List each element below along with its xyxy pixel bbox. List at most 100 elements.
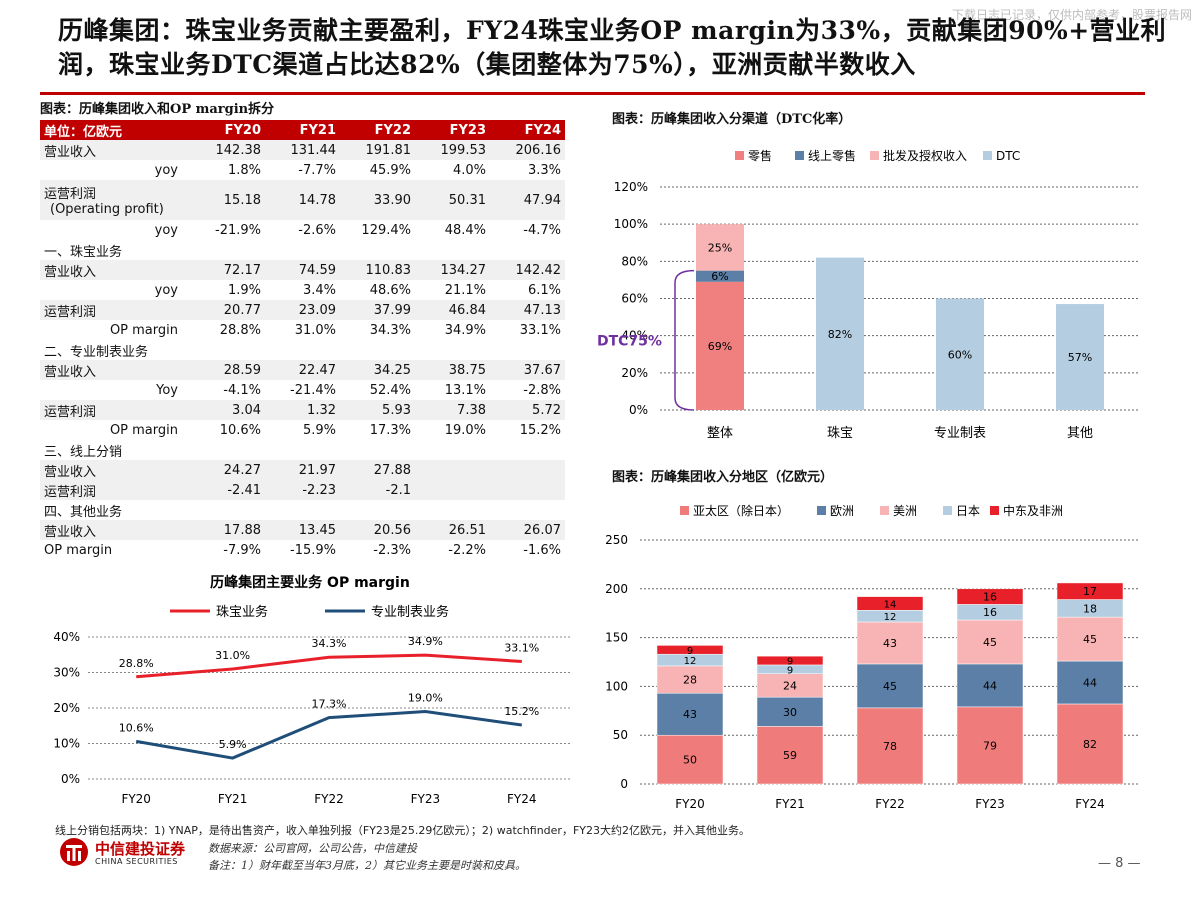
bar-segment bbox=[956, 663, 1024, 708]
line-chart-title: 历峰集团主要业务 OP margin bbox=[210, 574, 410, 591]
table-cell: -21.9% bbox=[215, 222, 261, 238]
bar-segment bbox=[1056, 304, 1104, 410]
table-cell bbox=[340, 440, 415, 460]
legend-label: 线上零售 bbox=[808, 148, 856, 163]
table-cell: 14.78 bbox=[265, 180, 340, 220]
data-label: 82 bbox=[1083, 738, 1097, 751]
bar-segment bbox=[656, 665, 724, 694]
table-row-label: 运营利润 bbox=[40, 480, 190, 500]
y-tick-label: 40% bbox=[53, 630, 80, 644]
table-row: 营业收入 17.88 13.45 20.56 26.51 26.07 bbox=[40, 520, 565, 540]
table-row-label: 运营利润 bbox=[40, 400, 190, 420]
region-chart-caption: 图表：历峰集团收入分地区（亿欧元） bbox=[612, 470, 834, 485]
table-row-label: 二、专业制表业务 bbox=[44, 344, 149, 360]
x-tick-label: 珠宝 bbox=[827, 426, 853, 441]
table-cell: 72.17 bbox=[190, 260, 265, 280]
legend-label: DTC bbox=[996, 149, 1020, 163]
table-cell: -2.8% bbox=[523, 382, 561, 398]
y-tick-label: 60% bbox=[621, 292, 648, 306]
legend-label: 中东及非洲 bbox=[1003, 503, 1063, 518]
bar-segment bbox=[956, 588, 1024, 605]
table-cell: 38.75 bbox=[415, 360, 490, 380]
table-cell bbox=[415, 460, 490, 480]
legend-label: 亚太区（除日本） bbox=[693, 503, 789, 518]
table-cell: 46.84 bbox=[415, 300, 490, 320]
table-cell bbox=[190, 440, 265, 460]
legend-label: 美洲 bbox=[893, 504, 917, 518]
table-cell: 13.45 bbox=[265, 520, 340, 540]
table-cell: -7.9% bbox=[223, 542, 261, 558]
legend-swatch bbox=[817, 506, 826, 515]
y-tick-label: 0% bbox=[61, 772, 80, 786]
table-cell bbox=[415, 480, 490, 500]
table-row: 营业收入 72.17 74.59 110.83 134.27 142.42 bbox=[40, 260, 565, 280]
legend-swatch bbox=[795, 151, 804, 160]
bar-segment bbox=[816, 257, 864, 410]
table-cell: 134.27 bbox=[415, 260, 490, 280]
footer-note: 备注：1）财年截至当年3月底，2）其它业务主要是时装和皮具。 bbox=[208, 859, 526, 872]
x-tick-label: FY20 bbox=[121, 792, 151, 806]
table-cell bbox=[265, 340, 340, 360]
x-tick-label: FY23 bbox=[975, 797, 1005, 811]
table-row: 四、其他业务 bbox=[40, 500, 565, 520]
bar-segment bbox=[956, 619, 1024, 665]
table-cell: 20.56 bbox=[340, 520, 415, 540]
legend-swatch bbox=[680, 506, 689, 515]
y-tick-label: 250 bbox=[605, 533, 628, 547]
table-cell: 34.25 bbox=[340, 360, 415, 380]
table-cell: 131.44 bbox=[265, 140, 340, 160]
y-tick-label: 20% bbox=[53, 701, 80, 715]
table-row-label: 运营利润 bbox=[40, 300, 190, 320]
table-cell: 15.18 bbox=[190, 180, 265, 220]
table-cell bbox=[340, 500, 415, 520]
data-label: 78 bbox=[883, 740, 897, 753]
bar-segment bbox=[696, 281, 744, 410]
table-cell bbox=[415, 500, 490, 520]
company-logo-en: CHINA SECURITIES bbox=[95, 857, 178, 866]
table-cell: -1.6% bbox=[523, 542, 561, 558]
legend-swatch bbox=[870, 151, 879, 160]
bar-segment bbox=[1056, 582, 1124, 600]
data-label: 18 bbox=[1083, 602, 1097, 615]
table-row: OP margin -7.9% -15.9% -2.3% -2.2% -1.6% bbox=[40, 540, 565, 560]
table-cell: 5.72 bbox=[490, 400, 565, 420]
table-cell: 33.90 bbox=[340, 180, 415, 220]
table-cell: 1.9% bbox=[227, 282, 261, 298]
bar-segment bbox=[696, 270, 744, 282]
table-row: yoy 1.9% 3.4% 48.6% 21.1% 6.1% bbox=[40, 280, 565, 300]
bar-segment bbox=[856, 707, 924, 785]
legend-swatch bbox=[983, 151, 992, 160]
table-row-label: OP margin bbox=[44, 542, 113, 558]
table-cell bbox=[190, 240, 265, 260]
table-row-label-line2: (Operating profit) bbox=[50, 202, 164, 217]
data-label: 60% bbox=[948, 348, 972, 361]
data-label: 43 bbox=[883, 637, 897, 650]
page-number: — 8 — bbox=[1098, 856, 1141, 871]
x-tick-label: FY24 bbox=[1075, 797, 1105, 811]
table-cell: -2.41 bbox=[190, 480, 265, 500]
table-header-unit: 单位：亿欧元 bbox=[40, 120, 190, 140]
data-label: 30 bbox=[783, 706, 797, 719]
data-label: 15.2% bbox=[504, 705, 539, 718]
data-label: 12 bbox=[884, 612, 897, 623]
region-stacked-bar-chart: 亚太区（除日本） 欧洲 美洲 日本 中东及非洲 0 50 100 150 200 250 FY20 50… bbox=[605, 503, 1140, 811]
table-caption: 图表：历峰集团收入和OP margin拆分 bbox=[40, 102, 275, 117]
table-cell: 191.81 bbox=[340, 140, 415, 160]
table-cell: 27.88 bbox=[340, 460, 415, 480]
table-cell: 3.04 bbox=[190, 400, 265, 420]
y-tick-label: 150 bbox=[605, 631, 628, 645]
data-label: 16 bbox=[983, 606, 997, 619]
bar-segment bbox=[1056, 703, 1124, 785]
table-row: 运营利润 20.77 23.09 37.99 46.84 47.13 bbox=[40, 300, 565, 320]
table-row-label-line1: 运营利润 bbox=[44, 187, 97, 202]
data-label: 9 bbox=[787, 665, 793, 676]
data-label: 17 bbox=[1083, 585, 1097, 598]
table-cell: 34.3% bbox=[369, 322, 411, 338]
legend-label: 专业制表业务 bbox=[371, 604, 449, 620]
table-row-label: 营业收入 bbox=[40, 460, 190, 480]
x-tick-label: FY24 bbox=[507, 792, 537, 806]
table-header-year: FY20 bbox=[190, 120, 265, 140]
table-row: Yoy -4.1% -21.4% 52.4% 13.1% -2.8% bbox=[40, 380, 565, 400]
table-cell: 4.0% bbox=[452, 162, 486, 178]
table-cell bbox=[490, 340, 565, 360]
